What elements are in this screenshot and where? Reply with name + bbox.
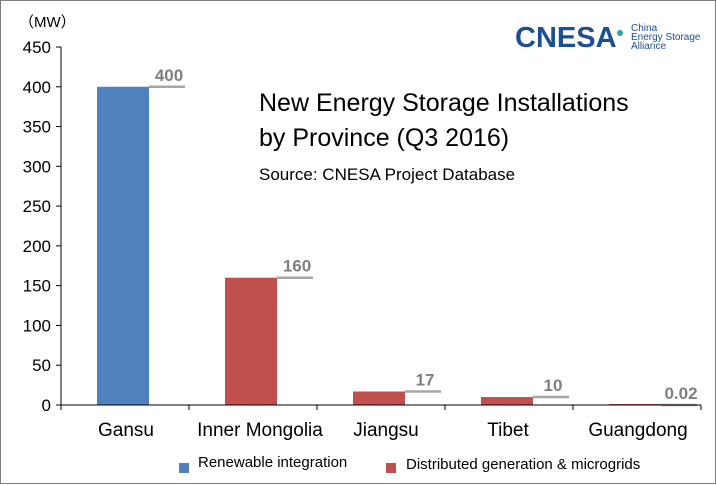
chart-title: New Energy Storage Installations (259, 89, 629, 117)
bar-tibet (481, 397, 533, 405)
y-tick-label: 150 (23, 277, 51, 296)
legend-swatch-distributed (386, 463, 396, 473)
bar-gansu (97, 86, 149, 406)
y-axis: 0 50 100 150 200 250 300 350 400 450 (23, 38, 62, 415)
logo-dot-icon (617, 30, 623, 36)
data-label: 160 (283, 257, 311, 276)
y-tick-label: 0 (42, 396, 51, 415)
bars (97, 86, 661, 406)
y-tick-label: 250 (23, 197, 51, 216)
x-category-label: Guangdong (588, 420, 687, 441)
logo-line-3: Alliance (631, 41, 666, 52)
x-category-label: Jiangsu (353, 420, 419, 441)
unit-label: （MW） (19, 14, 76, 31)
data-label: 0.02 (664, 384, 697, 403)
x-axis: Gansu Inner Mongolia Jiangsu Tibet Guangdong (60, 404, 702, 441)
data-label: 10 (544, 376, 563, 395)
y-tick-label: 450 (23, 38, 51, 57)
legend: Renewable integration Distributed genera… (179, 454, 640, 473)
chart-title-line2: by Province (Q3 2016) (259, 124, 509, 152)
x-category-label: Inner Mongolia (197, 420, 323, 441)
y-tick-label: 200 (23, 237, 51, 256)
legend-label-renewable: Renewable integration (198, 454, 347, 471)
bar-inner-mongolia (225, 277, 277, 405)
logo-wordmark: CNESA (515, 22, 617, 54)
x-category-label: Tibet (487, 420, 529, 441)
data-label: 400 (155, 66, 183, 85)
chart-subtitle: Source: CNESA Project Database (259, 165, 515, 184)
cnesa-logo: CNESA China Energy Storage Alliance (515, 22, 701, 54)
y-tick-label: 50 (32, 356, 51, 375)
x-category-label: Gansu (98, 420, 154, 441)
legend-label-distributed: Distributed generation & microgrids (406, 456, 640, 473)
logo-line-1: China (631, 23, 658, 34)
data-label: 17 (416, 370, 435, 389)
legend-swatch-renewable (179, 463, 189, 473)
y-tick-label: 300 (23, 157, 51, 176)
y-tick-label: 350 (23, 118, 51, 137)
bar-jiangsu (353, 391, 405, 405)
y-tick-label: 400 (23, 78, 51, 97)
logo-line-2: Energy Storage (631, 32, 701, 43)
y-tick-label: 100 (23, 316, 51, 335)
